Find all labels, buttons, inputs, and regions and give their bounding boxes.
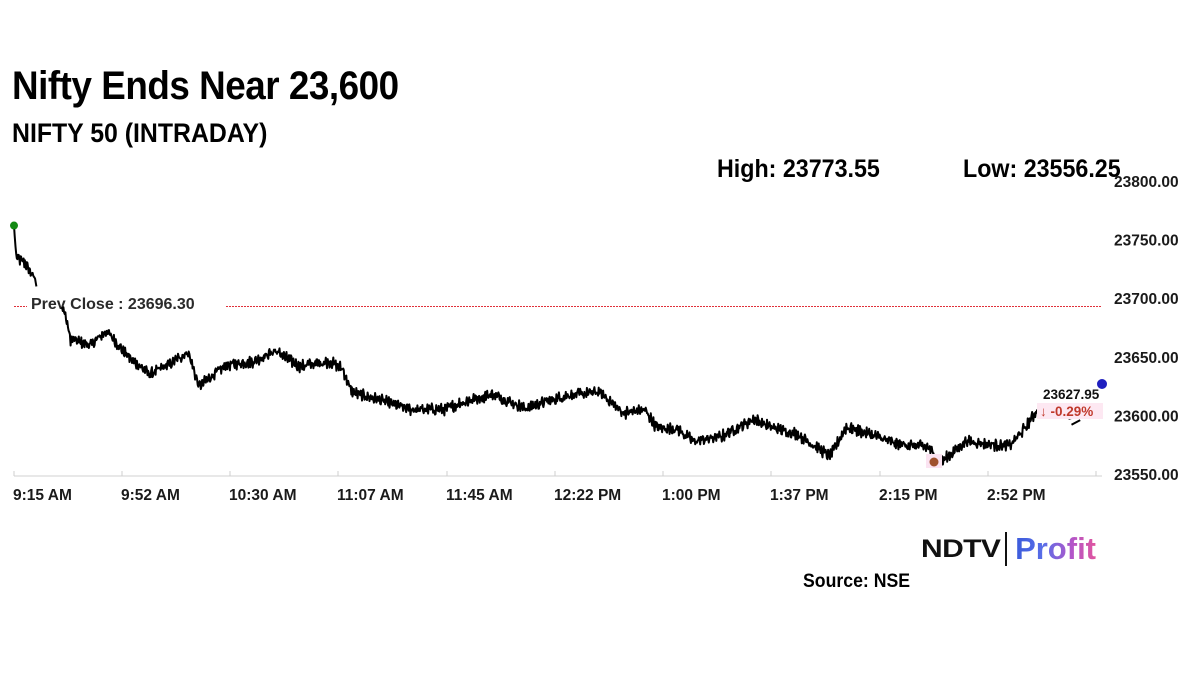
x-tick-label: 9:52 AM [121,487,180,504]
last-price-value: 23627.95 [1043,387,1100,402]
y-axis: 23800.00 23750.00 23700.00 23650.00 23600.00… [1114,174,1179,484]
x-tick-label: 1:37 PM [770,487,829,504]
y-tick-label: 23750.00 [1114,233,1179,250]
y-tick-label: 23800.00 [1114,174,1179,191]
last-price-marker-icon [1097,379,1107,389]
last-price-change: ↓ -0.29% [1040,404,1093,419]
change-badge-bg [1037,403,1103,419]
y-tick-label: 23550.00 [1114,467,1179,484]
x-tick-label: 2:15 PM [879,487,938,504]
chart-subtitle: NIFTY 50 (INTRADAY) [12,118,268,148]
x-tick-label: 12:22 PM [554,487,621,504]
prev-close-label: Prev Close : 23696.30 [31,296,195,313]
ndtv-wordmark: NDTV [921,534,1001,563]
x-tick-label: 2:52 PM [987,487,1046,504]
price-line [13,225,1040,468]
y-tick-label: 23700.00 [1114,291,1179,308]
x-axis: 9:15 AM 9:52 AM 10:30 AM 11:07 AM 11:45 AM 12… [13,471,1097,504]
low-marker-icon [929,457,939,467]
y-tick-label: 23600.00 [1114,408,1179,425]
x-tick-label: 10:30 AM [229,487,296,504]
y-tick-label: 23650.00 [1114,350,1179,367]
x-tick-label: 1:00 PM [662,487,721,504]
source-note: Source: NSE [803,571,911,592]
chart-title: Nifty Ends Near 23,600 [12,64,399,108]
high-marker-icon [10,221,18,230]
logo-divider [1005,532,1008,566]
x-tick-label: 11:07 AM [337,487,404,504]
x-tick-label: 11:45 AM [446,487,513,504]
day-low-label: Low: 23556.25 [963,155,1121,183]
x-tick-label: 9:15 AM [13,487,72,504]
day-high-label: High: 23773.55 [717,155,880,183]
ndtv-profit-logo: NDTV Profit [921,531,1096,567]
profit-wordmark: Profit [1015,531,1096,566]
